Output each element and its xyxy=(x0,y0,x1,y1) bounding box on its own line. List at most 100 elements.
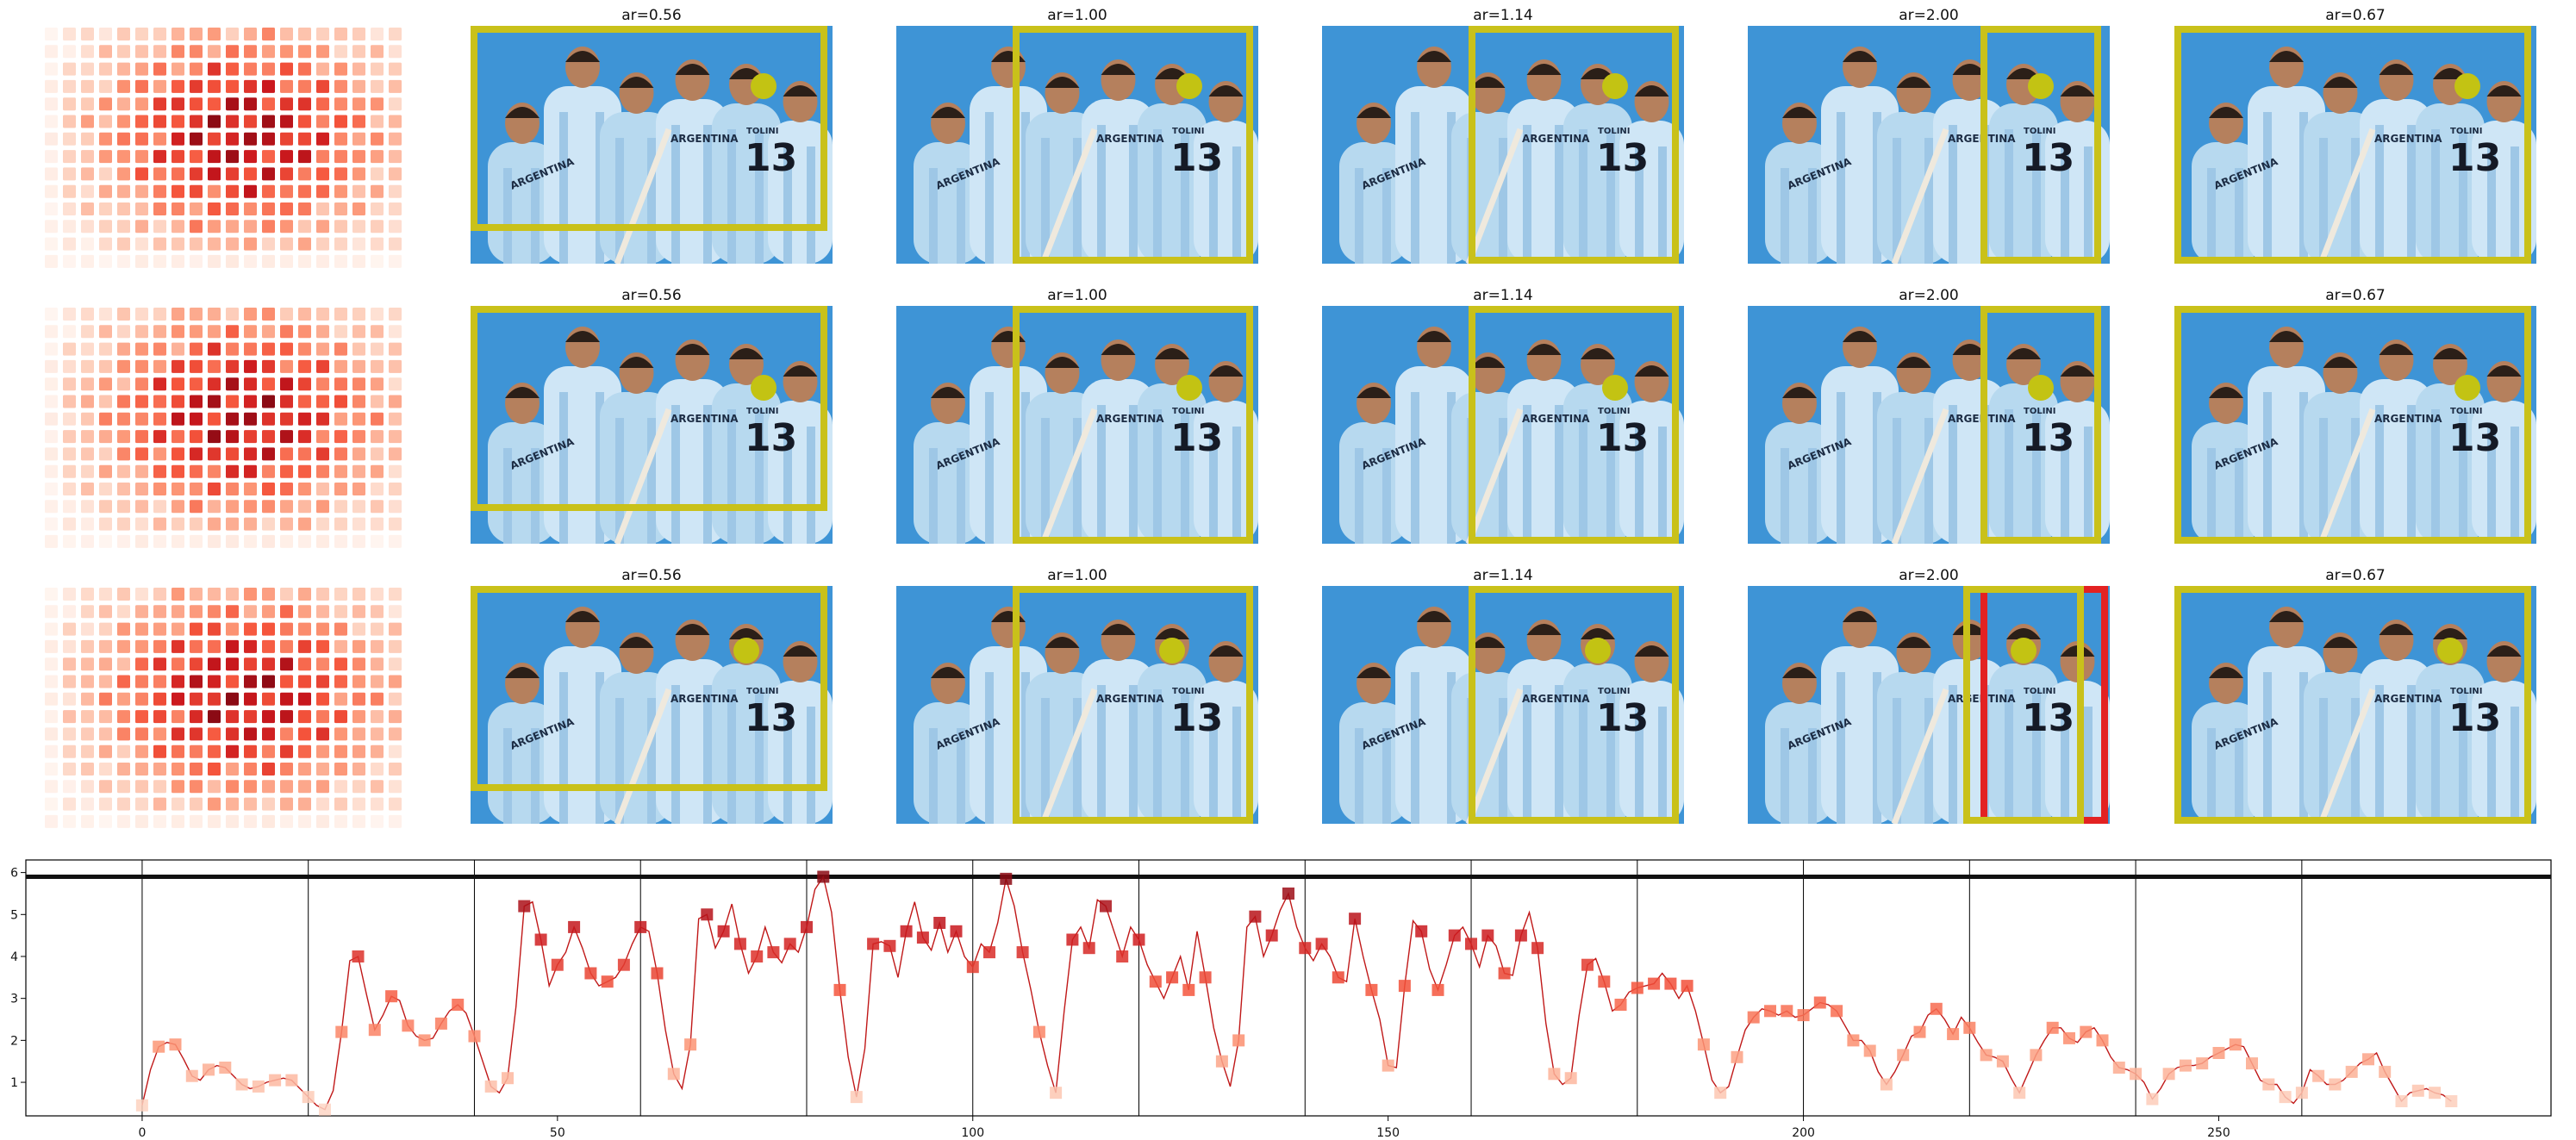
heatmap-cell xyxy=(244,797,257,811)
crop-panel: ar=0.56 ARGENTINA ARGENTINA TOLINI 13 xyxy=(471,7,833,264)
heatmap-cell xyxy=(153,359,166,373)
data-point xyxy=(203,1063,215,1076)
crop-box xyxy=(2174,26,2531,264)
jersey-stripe xyxy=(1499,418,1507,544)
jersey-stripe xyxy=(929,448,938,544)
data-point xyxy=(1514,929,1527,942)
data-point xyxy=(235,1078,248,1091)
heatmap-cell xyxy=(45,534,58,548)
heatmap-cell xyxy=(389,639,402,653)
heatmap-cell xyxy=(190,220,203,234)
heatmap-cell xyxy=(298,45,311,59)
heatmap-cell xyxy=(371,483,384,495)
jersey-stripe xyxy=(2319,698,2328,824)
heatmap-cell xyxy=(45,359,58,373)
heatmap-cell xyxy=(280,359,293,373)
jersey-stripe xyxy=(1041,698,1050,824)
heatmap-cell xyxy=(298,814,311,828)
heatmap-cell xyxy=(190,622,203,636)
heatmap-cell xyxy=(117,97,130,111)
crop-box xyxy=(471,586,827,791)
heatmap-cell xyxy=(334,517,347,531)
heatmap-cell xyxy=(226,132,239,146)
heatmap-cell xyxy=(135,534,148,548)
heatmap-cell xyxy=(316,132,329,146)
heatmap-cell xyxy=(153,237,166,251)
player-hair xyxy=(675,64,710,75)
player-hair xyxy=(1896,357,1931,368)
player-hair xyxy=(783,85,818,97)
jersey-stripe xyxy=(1073,138,1082,264)
heatmap-cell xyxy=(352,342,365,356)
player-hair xyxy=(1782,107,1817,118)
heatmap-cell xyxy=(45,622,58,636)
jersey-stripe xyxy=(2005,409,2013,544)
heatmap-cell xyxy=(172,797,184,811)
heatmap-cell xyxy=(334,534,347,548)
heatmap-cell xyxy=(389,517,402,531)
heatmap-cell xyxy=(334,447,347,461)
heatmap-cell xyxy=(316,167,329,181)
heatmap-cell xyxy=(117,132,130,146)
heatmap-cell xyxy=(135,430,148,444)
heatmap-cell xyxy=(226,814,239,828)
heatmap-cell xyxy=(81,202,94,215)
data-point xyxy=(817,870,830,883)
heatmap-cell xyxy=(45,464,58,478)
heatmap-cell xyxy=(298,483,311,495)
heatmap-cell xyxy=(316,237,329,251)
heatmap-cell xyxy=(117,814,130,828)
heatmap-cell xyxy=(262,202,275,215)
heatmap-cell xyxy=(208,167,221,181)
jersey-stripe xyxy=(807,707,815,824)
heatmap-cell xyxy=(63,534,76,548)
data-point xyxy=(1448,929,1461,942)
heatmap-cell xyxy=(226,639,239,653)
heatmap-cell xyxy=(117,184,130,198)
heatmap-cell xyxy=(190,97,203,111)
heatmap-cell xyxy=(99,97,112,111)
focus-point xyxy=(1176,73,1202,99)
heatmap-cell xyxy=(208,430,221,444)
data-point xyxy=(2212,1047,2225,1059)
heatmap-cell xyxy=(244,727,257,741)
focus-point xyxy=(2028,375,2054,401)
data-point xyxy=(2395,1095,2408,1107)
jersey-stripe xyxy=(647,138,656,264)
data-point xyxy=(385,990,398,1003)
jersey-stripe xyxy=(1355,448,1363,544)
heatmap-cell xyxy=(81,814,94,828)
jersey-stripe xyxy=(531,168,540,264)
heatmap-cell xyxy=(153,727,166,741)
jersey-stripe xyxy=(1499,138,1507,264)
heatmap-cell xyxy=(135,744,148,758)
jersey-stripe xyxy=(1893,138,1901,264)
heatmap-cell xyxy=(81,167,94,181)
heatmap-cell xyxy=(45,500,58,514)
heatmap-cell xyxy=(153,167,166,181)
heatmap-cell xyxy=(135,150,148,164)
heatmap-cell xyxy=(135,605,148,619)
heatmap-cell xyxy=(153,744,166,758)
heatmap-cell xyxy=(190,62,203,76)
heatmap-cell xyxy=(45,184,58,198)
data-point xyxy=(1531,942,1544,955)
heatmap-cell xyxy=(371,132,384,146)
heatmap-cell xyxy=(117,308,130,321)
crop-box xyxy=(471,26,827,231)
heatmap-cell xyxy=(298,500,311,514)
data-point xyxy=(833,983,846,996)
heatmap-cell xyxy=(45,28,58,40)
panel-title: ar=1.00 xyxy=(1047,567,1107,584)
heatmap-cell xyxy=(298,202,311,215)
heatmap-cell xyxy=(316,657,329,671)
heatmap-cell xyxy=(316,464,329,478)
heatmap-cell xyxy=(172,254,184,268)
data-point xyxy=(1913,1025,1926,1038)
heatmap-cell xyxy=(226,534,239,548)
heatmap-cell xyxy=(316,797,329,811)
heatmap-cell xyxy=(371,115,384,128)
jersey-stripe xyxy=(1097,405,1106,544)
heatmap-cell xyxy=(244,97,257,111)
heatmap-cell xyxy=(298,447,311,461)
